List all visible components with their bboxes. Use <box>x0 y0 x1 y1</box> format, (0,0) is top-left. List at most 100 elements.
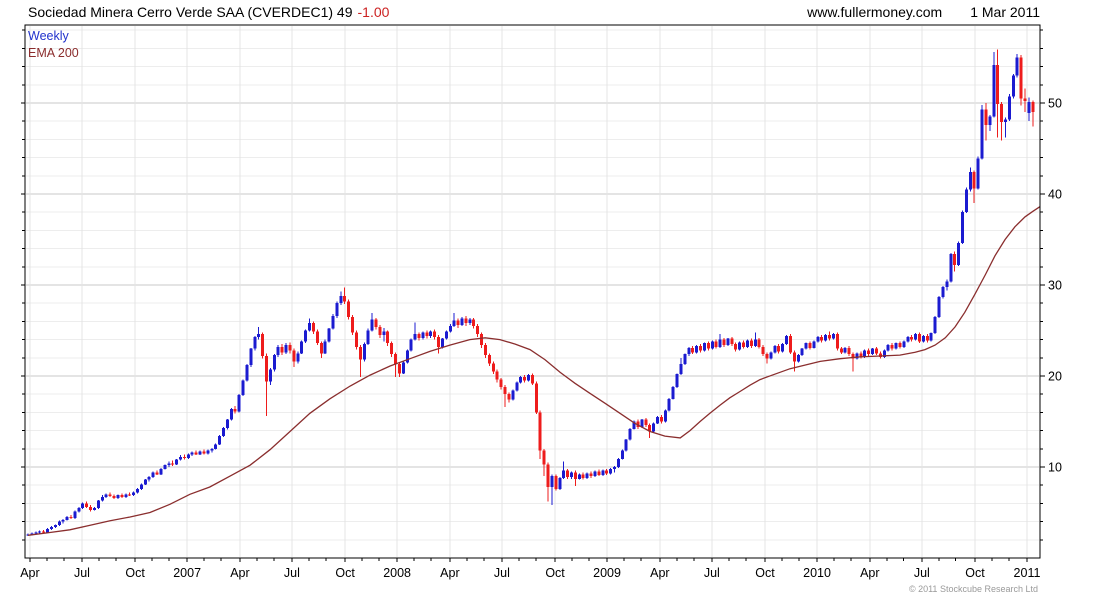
candle-down <box>261 334 265 356</box>
candle-up <box>92 507 96 510</box>
candle-up <box>824 335 828 341</box>
candle-up <box>116 495 120 498</box>
candle-up <box>1011 75 1015 97</box>
candle-down <box>573 472 577 479</box>
candle-down <box>319 343 323 354</box>
candle-down <box>644 419 648 426</box>
candle-up <box>124 494 128 498</box>
candle-down <box>108 494 112 497</box>
candle-up <box>96 500 100 508</box>
candle-up <box>710 341 714 349</box>
candle-up <box>300 341 304 354</box>
candle-up <box>620 450 624 459</box>
candle-down <box>792 352 796 362</box>
candle-down <box>996 64 1000 104</box>
candle-up <box>186 454 190 458</box>
candle-down <box>472 319 476 326</box>
candle-down <box>730 338 734 345</box>
y-tick-label: 10 <box>1048 461 1062 475</box>
candle-up <box>429 331 433 336</box>
candle-up <box>335 303 339 316</box>
candle-down <box>503 386 507 395</box>
candle-down <box>691 347 695 353</box>
candle-down <box>280 346 284 353</box>
candle-up <box>57 521 61 526</box>
candle-down <box>480 334 484 346</box>
candle-up <box>460 318 464 326</box>
candle-up <box>362 344 366 360</box>
candle-up <box>245 365 249 381</box>
candle-down <box>1019 57 1023 99</box>
candle-down <box>534 383 538 413</box>
candle-down <box>636 421 640 427</box>
candle-down <box>495 371 499 380</box>
candle-down <box>917 334 921 342</box>
candle-down <box>42 531 46 533</box>
candle-down <box>456 320 460 326</box>
candle-up <box>519 376 523 383</box>
candle-down <box>343 295 347 302</box>
candle-down <box>487 355 491 364</box>
candle-up <box>929 333 933 341</box>
candle-up <box>871 348 875 355</box>
candle-down <box>835 334 839 349</box>
candle-down <box>788 335 792 353</box>
candle-up <box>46 528 50 533</box>
candle-down <box>851 354 855 359</box>
candle-down <box>417 334 421 338</box>
candle-down <box>699 345 703 351</box>
candle-up <box>968 172 972 190</box>
candle-down <box>265 355 269 382</box>
candle-down <box>182 456 186 458</box>
candle-down <box>499 379 503 387</box>
candle-up <box>1015 57 1019 76</box>
candle-up <box>937 296 941 317</box>
candle-down <box>605 470 609 474</box>
candle-up <box>949 254 953 282</box>
candle-up <box>738 342 742 350</box>
x-tick-label: Jul <box>284 566 300 580</box>
candle-down <box>464 318 468 324</box>
candle-up <box>863 350 867 357</box>
y-tick-label: 20 <box>1048 370 1062 384</box>
candle-up <box>214 444 218 449</box>
candle-up <box>785 335 789 345</box>
candle-down <box>292 350 296 362</box>
candle-down <box>1031 102 1035 113</box>
candle-up <box>143 479 147 485</box>
candle-up <box>980 109 984 159</box>
candle-down <box>828 335 832 339</box>
candle-down <box>910 336 914 340</box>
candle-down <box>351 316 355 333</box>
candle-up <box>104 494 108 498</box>
x-tick-label: Jul <box>914 566 930 580</box>
candle-up <box>296 353 300 362</box>
candle-down <box>898 343 902 347</box>
candle-down <box>859 353 863 357</box>
candle-up <box>695 345 699 353</box>
date-label: 1 Mar 2011 <box>970 4 1040 20</box>
copyright-notice: © 2011 Stockcube Research Ltd <box>908 584 1038 594</box>
candle-up <box>921 335 925 342</box>
candle-up <box>222 427 225 437</box>
candle-down <box>374 319 378 327</box>
ema-line <box>27 206 1041 536</box>
candle-down <box>722 339 726 346</box>
x-tick-label: Jul <box>494 566 510 580</box>
candle-down <box>953 254 957 265</box>
candle-up <box>448 325 452 332</box>
candle-down <box>984 109 988 125</box>
candle-down <box>112 496 116 498</box>
candle-down <box>777 345 781 352</box>
candle-down <box>925 335 929 341</box>
price-change: -1.00 <box>357 4 390 20</box>
x-tick-label: Oct <box>545 566 565 580</box>
candle-down <box>847 347 851 355</box>
candle-up <box>812 341 816 348</box>
candle-down <box>878 353 882 357</box>
candle-up <box>405 350 409 363</box>
candle-down <box>378 326 382 336</box>
x-tick-label: 2010 <box>803 566 831 580</box>
candle-down <box>538 412 542 451</box>
